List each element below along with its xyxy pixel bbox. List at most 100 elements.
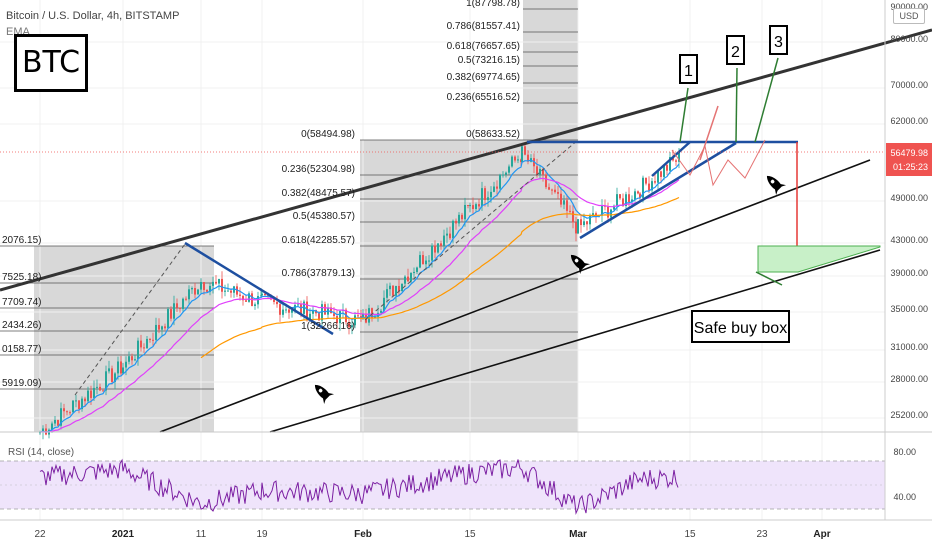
rsi-band — [0, 461, 885, 509]
candle-body — [264, 293, 266, 296]
candle-body — [569, 210, 571, 212]
candle-body — [306, 301, 308, 320]
candle-body — [560, 193, 562, 205]
candle-body — [392, 285, 394, 296]
time-axis[interactable]: 22 2021 11 19 Feb 15 Mar 15 23 Apr — [34, 529, 830, 540]
fib-middle-label: 0.786(37879.13) — [282, 268, 355, 279]
candle-body — [248, 293, 250, 302]
candle-body — [78, 400, 80, 410]
candle-body — [324, 304, 326, 315]
time-tick: 15 — [684, 529, 696, 540]
candle-body — [84, 398, 86, 402]
candle-body — [285, 309, 287, 311]
safe-buy-zone[interactable] — [757, 245, 881, 273]
candle-body — [51, 423, 53, 430]
fib-left-label: 7709.74) — [2, 297, 41, 308]
candle-body — [484, 188, 486, 201]
candle-body — [291, 309, 293, 313]
target-box-1-label: 1 — [684, 63, 693, 80]
candle-body — [648, 183, 650, 191]
candle-body — [330, 307, 332, 314]
fib-middle-label: 1(32266.16) — [301, 321, 355, 332]
fib-left-label: 0158.77) — [2, 344, 41, 355]
candle-body — [610, 209, 612, 218]
candle-body — [446, 233, 448, 236]
fib-right-label: 0.618(76657.65) — [447, 41, 520, 52]
candle-body — [96, 386, 98, 388]
candle-body — [179, 307, 181, 309]
candle-body — [586, 221, 588, 225]
candle-body — [114, 373, 116, 382]
candle-body — [589, 215, 591, 225]
target-box-2[interactable]: 2 — [726, 35, 745, 65]
safe-buy-box-text: Safe buy box — [694, 320, 787, 337]
price-tick: 62000.00 — [890, 116, 928, 126]
rsi-title: RSI (14, close) — [8, 447, 74, 458]
price-axis[interactable]: 90000.00 80000.00 70000.00 62000.00 4900… — [890, 2, 928, 420]
candle-body — [493, 186, 495, 192]
fib-left-labels: 2076.15) 7525.18) 7709.74) 2434.26) 0158… — [2, 235, 41, 389]
candle-body — [631, 199, 633, 202]
channel-lower-line[interactable] — [269, 249, 881, 433]
fib-middle-label: 0.5(45380.57) — [293, 211, 355, 222]
time-tick: Apr — [813, 529, 830, 540]
pennant-lower-line[interactable] — [651, 141, 691, 177]
candle-body — [362, 313, 364, 318]
target-box-3[interactable]: 3 — [769, 25, 788, 55]
candle-body — [72, 400, 74, 413]
candle-body — [206, 289, 208, 292]
candle-body — [39, 432, 41, 434]
candle-body — [575, 222, 577, 234]
candle-body — [389, 285, 391, 290]
candle-body — [440, 243, 442, 246]
symbol-header[interactable]: Bitcoin / U.S. Dollar, 4h, BITSTAMP — [6, 10, 180, 22]
candle-body — [619, 194, 621, 199]
target-box-1[interactable]: 1 — [679, 54, 698, 84]
price-tick: 28000.00 — [890, 374, 928, 384]
fib-middle-label: 0(58494.98) — [301, 129, 355, 140]
candle-body — [425, 260, 427, 265]
ascending-triangle-line[interactable] — [579, 141, 737, 240]
rsi-axis[interactable]: 80.00 40.00 — [893, 447, 916, 502]
candle-body — [345, 309, 347, 323]
candle-body — [185, 298, 187, 300]
candle-body — [131, 356, 133, 361]
wedge-upper-line[interactable] — [184, 241, 334, 336]
candle-body — [105, 371, 107, 391]
candle-body — [218, 278, 220, 284]
candle-body — [167, 309, 169, 329]
candle-body — [467, 204, 469, 206]
candle-body — [616, 194, 618, 206]
candle-body — [407, 276, 409, 282]
candle-body — [242, 295, 244, 301]
rsi-line — [39, 458, 679, 515]
time-tick: Mar — [569, 529, 587, 540]
candle-body — [645, 177, 647, 184]
candle-body — [419, 255, 421, 268]
candle-body — [354, 315, 356, 326]
candle-body — [458, 214, 460, 224]
candle-body — [374, 316, 376, 318]
candle-body — [42, 428, 44, 433]
ema-mid-line — [39, 177, 680, 433]
fib-right-label: 0.236(65516.52) — [447, 92, 520, 103]
candle-body — [613, 205, 615, 210]
candle-body — [434, 245, 436, 253]
safe-buy-box-label[interactable]: Safe buy box — [691, 310, 790, 343]
candle-body — [75, 400, 77, 402]
target-box-3-label: 3 — [774, 34, 783, 51]
currency-badge[interactable]: USD — [893, 8, 925, 24]
channel-upper-line[interactable] — [0, 28, 932, 292]
candle-body — [230, 290, 232, 293]
channel-middle-line[interactable] — [159, 159, 871, 433]
candle-body — [455, 220, 457, 224]
candle-body — [401, 283, 403, 292]
fib-middle-label: 0.618(42285.57) — [282, 235, 355, 246]
fib-middle-label: 0.236(52304.98) — [282, 164, 355, 175]
candle-body — [592, 213, 594, 216]
fib-right-label: 1(87798.78) — [466, 0, 520, 9]
candle-body — [404, 276, 406, 284]
candle-body — [87, 390, 89, 402]
rsi-pane[interactable]: RSI (14, close) — [0, 447, 885, 515]
